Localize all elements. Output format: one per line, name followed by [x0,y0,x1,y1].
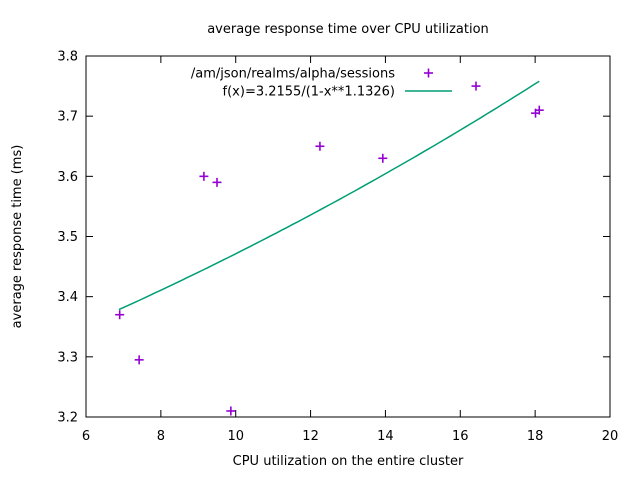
x-tick-label: 18 [527,429,544,444]
x-tick-label: 10 [227,429,244,444]
fit-curve [118,80,540,311]
y-tick-label: 3.3 [57,350,78,365]
y-tick-label: 3.6 [57,170,78,185]
y-tick-label: 3.5 [57,230,78,245]
y-tick-label: 3.8 [57,50,78,65]
x-tick-label: 6 [82,429,90,444]
legend-plus-marker-icon [424,68,433,78]
x-tick-label: 20 [602,429,619,444]
x-tick-label: 14 [377,429,394,444]
chart-title: average response time over CPU utilizati… [207,22,489,37]
x-tick-label: 12 [302,429,319,444]
x-axis-title: CPU utilization on the entire cluster [233,454,464,469]
legend-label-fit-function: f(x)=3.2155/(1-x**1.1326) [223,85,395,100]
x-tick-label: 16 [452,429,469,444]
plot-border [85,55,611,418]
y-tick-label: 3.4 [57,290,78,305]
y-tick-label: 3.7 [57,110,78,125]
plot-generated-layer: 6 8 10 12 14 16 18 20 3.2 3.3 3.4 3.5 3.6 3.7 3.8 [57,50,618,445]
legend-label-sessions-series: /am/json/realms/alpha/sessions [191,67,395,82]
x-tick-label: 8 [157,429,165,444]
y-axis-title: average response time (ms) [10,145,25,329]
legend: /am/json/realms/alpha/sessions f(x)=3.21… [191,67,452,100]
y-tick-label: 3.2 [57,411,78,426]
